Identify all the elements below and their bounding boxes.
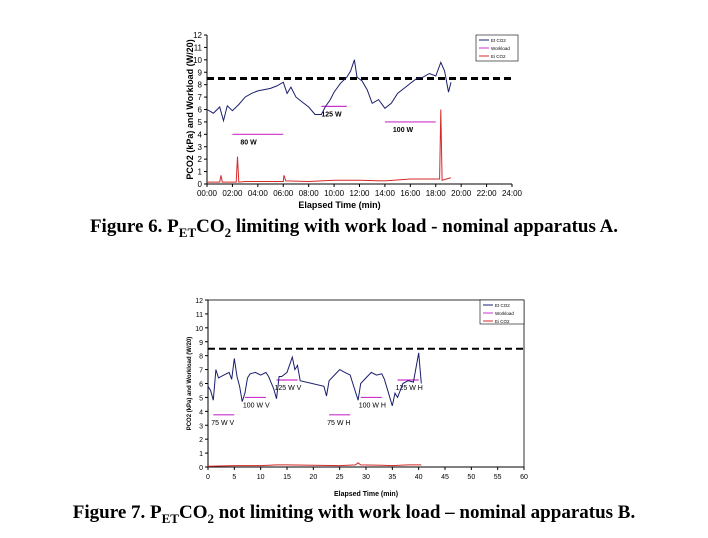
x-tick-label: 20 [309, 474, 317, 481]
y-tick-label: 9 [198, 68, 203, 77]
x-tick-label: 10 [257, 474, 265, 481]
workload-label: 75 W H [327, 420, 350, 427]
x-tick-label: 45 [441, 474, 449, 481]
y-tick-label: 5 [198, 118, 203, 127]
x-tick-label: 14:00 [375, 189, 396, 198]
y-tick-label: 0 [198, 180, 203, 189]
y-tick-label: 4 [199, 409, 203, 416]
workload-label: 75 W V [211, 420, 234, 427]
y-tick-label: 9 [199, 340, 203, 347]
x-tick-label: 04:00 [248, 189, 269, 198]
workload-label: 100 W [393, 127, 414, 134]
y-tick-label: 10 [193, 56, 202, 65]
x-tick-label: 35 [388, 474, 396, 481]
workload-label: 125 W [321, 111, 342, 118]
y-tick-label: 7 [199, 368, 203, 375]
x-tick-label: 12:00 [349, 189, 370, 198]
y-axis-label: PCO2 (kPa) and Workload (W/20) [185, 39, 195, 179]
x-tick-label: 20:00 [451, 189, 472, 198]
x-tick-label: 50 [467, 474, 475, 481]
plot-frame [207, 299, 525, 468]
y-tick-label: 6 [198, 106, 203, 115]
y-tick-label: 12 [193, 31, 202, 40]
legend-label: Et CO2 [495, 303, 510, 308]
legend-label: Workload [495, 311, 514, 316]
legend-label: Ei CO2 [495, 319, 510, 324]
x-tick-label: 30 [362, 474, 370, 481]
y-tick-label: 5 [199, 395, 203, 402]
series-et-co2 [207, 352, 422, 406]
y-tick-label: 10 [195, 326, 203, 333]
series-ei-co2 [207, 109, 452, 183]
legend-label: Et CO2 [491, 38, 506, 43]
y-tick-label: 7 [198, 93, 203, 102]
y-tick-label: 1 [199, 451, 203, 458]
y-tick-label: 3 [199, 423, 203, 430]
x-tick-label: 16:00 [400, 189, 421, 198]
workload-label: 100 W V [243, 402, 270, 409]
x-axis-label: Elapsed Time (min) [334, 491, 398, 498]
x-tick-label: 25 [336, 474, 344, 481]
workload-label: 125 W H [396, 385, 423, 392]
y-tick-label: 11 [194, 43, 203, 52]
x-tick-label: 22:00 [477, 189, 498, 198]
x-tick-label: 5 [232, 474, 236, 481]
x-tick-label: 55 [494, 474, 502, 481]
y-tick-label: 1 [198, 168, 203, 177]
x-tick-label: 60 [520, 474, 528, 481]
legend-box [479, 299, 525, 325]
series-et-co2 [206, 59, 452, 123]
y-tick-label: 4 [198, 130, 203, 139]
y-axis-label: PCO2 (kPa) and Workload (W/20) [187, 337, 193, 431]
x-tick-label: 08:00 [299, 189, 320, 198]
y-tick-label: 6 [199, 382, 203, 389]
legend-label: Ei CO2 [491, 54, 506, 59]
x-tick-label: 10:00 [324, 189, 345, 198]
workload-label: 80 W [240, 139, 257, 146]
y-tick-label: 8 [198, 81, 203, 90]
y-tick-label: 8 [199, 354, 203, 361]
figure-6-caption: Figure 6. PETCO2 limiting with work load… [89, 216, 619, 240]
x-tick-label: 06:00 [273, 189, 294, 198]
x-tick-label: 24:00 [502, 189, 523, 198]
y-tick-label: 2 [199, 437, 203, 444]
series-ei-co2 [207, 462, 422, 467]
workload-label: 125 W V [274, 385, 301, 392]
x-tick-label: 40 [415, 474, 423, 481]
x-tick-label: 18:00 [426, 189, 447, 198]
x-tick-label: 0 [206, 474, 210, 481]
x-tick-label: 00:00 [197, 189, 218, 198]
y-tick-label: 11 [196, 312, 203, 319]
figure-7-caption: Figure 7. PETCO2 not limiting with work … [72, 502, 636, 526]
x-axis-label: Elapsed Time (min) [298, 200, 380, 210]
y-tick-label: 12 [195, 298, 203, 305]
x-tick-label: 02:00 [222, 189, 243, 198]
legend-label: Workload [491, 46, 510, 51]
y-tick-label: 2 [198, 155, 203, 164]
workload-label: 100 W H [359, 402, 386, 409]
x-tick-label: 15 [283, 474, 291, 481]
y-tick-label: 0 [199, 465, 203, 472]
y-tick-label: 3 [198, 143, 203, 152]
